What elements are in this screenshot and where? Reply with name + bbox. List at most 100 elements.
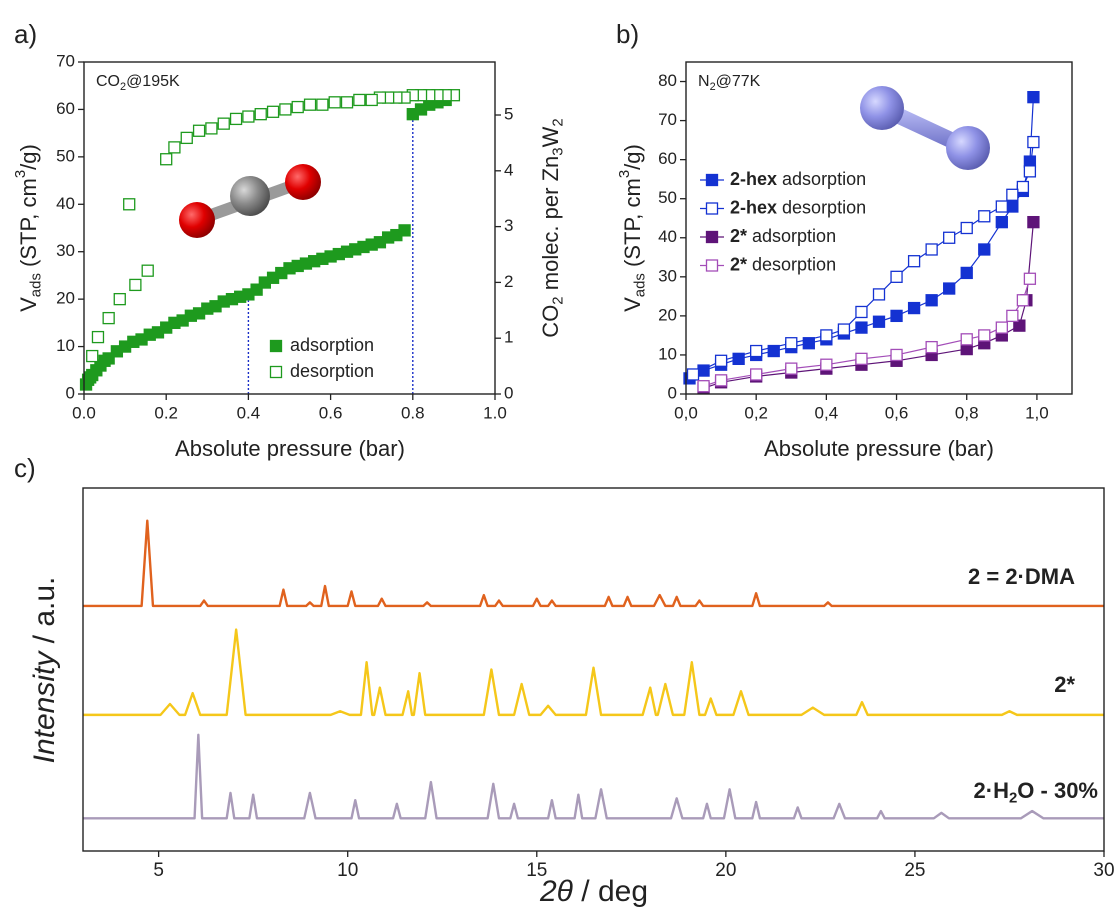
- data-point: [365, 93, 378, 107]
- nitrogen-atom: [946, 126, 990, 170]
- data-point: [907, 255, 921, 268]
- y-tick-label: 80: [658, 71, 677, 90]
- x-tick-label: 0.6: [319, 403, 343, 422]
- y-tick-label: 60: [56, 99, 75, 118]
- label-part: 2-hex: [730, 169, 777, 189]
- data-point: [686, 368, 700, 381]
- data-point: [279, 103, 292, 116]
- label-part: Intensity: [28, 650, 61, 764]
- panel-label: c): [14, 453, 36, 483]
- y-tick-label: 50: [56, 146, 75, 165]
- x-tick-label: 10: [337, 860, 358, 881]
- data-point: [1027, 135, 1040, 149]
- data-point: [785, 337, 798, 350]
- y2-tick-label: 4: [504, 160, 513, 179]
- data-point: [91, 330, 105, 344]
- y-tick-label: 10: [658, 344, 677, 363]
- data-point: [180, 131, 193, 145]
- data-point: [229, 112, 243, 126]
- label-part: 2*: [730, 226, 747, 246]
- data-point: [316, 98, 329, 111]
- label-part: @77K: [716, 73, 761, 90]
- x-tick-label: 0,4: [815, 403, 839, 422]
- y2-tick-label: 2: [504, 272, 513, 291]
- label-part: W: [538, 126, 563, 147]
- data-point: [890, 348, 903, 362]
- legend-label: 2* desorption: [730, 254, 836, 274]
- label-part: desorption: [747, 254, 836, 274]
- x-tick-label: 1.0: [483, 403, 507, 422]
- y-tick-label: 30: [658, 266, 677, 285]
- data-point: [820, 329, 833, 342]
- data-point: [785, 362, 798, 375]
- data-point: [925, 294, 938, 307]
- legend-label: 2-hex desorption: [730, 197, 866, 217]
- data-point: [102, 352, 115, 365]
- data-point: [205, 122, 218, 135]
- y-tick-label: 60: [658, 149, 677, 168]
- label-part: /g): [16, 144, 41, 170]
- data-point: [1006, 309, 1019, 323]
- y2-tick-label: 3: [504, 216, 513, 235]
- data-point: [855, 321, 868, 334]
- label-part: 3: [12, 170, 29, 178]
- legend-marker: [705, 173, 719, 187]
- panel-label: a): [14, 19, 37, 49]
- x-axis-label: Absolute pressure (bar): [764, 436, 994, 461]
- label-part: CO: [538, 305, 563, 338]
- data-point: [960, 333, 973, 346]
- series-label: 2·H2O - 30%: [974, 778, 1098, 807]
- label-part: 3: [550, 147, 567, 155]
- series-line: [83, 628, 1104, 717]
- data-point: [732, 352, 745, 365]
- x-tick-label: 0.8: [401, 403, 425, 422]
- data-point: [855, 352, 868, 365]
- legend-marker: [269, 339, 283, 353]
- series-label: 2*: [1054, 672, 1075, 697]
- data-point: [925, 340, 938, 354]
- y-tick-label: 70: [56, 51, 75, 70]
- label-part: ads: [632, 273, 649, 297]
- legend-label: 2* adsorption: [730, 226, 836, 246]
- legend-marker: [705, 230, 719, 244]
- data-point: [102, 311, 115, 325]
- x-tick-label: 0,2: [744, 403, 768, 422]
- data-point: [750, 344, 763, 358]
- nitrogen-atom: [860, 86, 904, 130]
- label-part: adsorption: [747, 226, 836, 246]
- label-part: desorption: [777, 197, 866, 217]
- data-point: [978, 210, 991, 223]
- n2-molecule: [860, 86, 990, 170]
- data-point: [328, 96, 341, 109]
- data-point: [890, 309, 903, 323]
- y2-tick-label: 5: [504, 104, 513, 123]
- data-point: [767, 344, 780, 358]
- data-point: [995, 215, 1008, 229]
- data-point: [1023, 272, 1037, 285]
- label-part: @195K: [126, 73, 180, 90]
- x-tick-label: 0.4: [237, 403, 261, 422]
- label-part: 3: [616, 170, 633, 178]
- x-tick-label: 0,0: [674, 403, 698, 422]
- annotation: CO2@195K: [96, 73, 180, 92]
- data-point: [890, 270, 903, 283]
- data-point: [907, 301, 921, 315]
- data-point: [242, 110, 255, 123]
- data-point: [123, 198, 136, 211]
- data-point: [398, 224, 411, 237]
- x-axis-label: 2θ / deg: [539, 875, 648, 908]
- label-part: N: [698, 73, 710, 90]
- data-point: [160, 153, 173, 166]
- x-tick-label: 0,6: [885, 403, 909, 422]
- x-tick-label: 0.0: [72, 403, 96, 422]
- oxygen-atom: [285, 164, 321, 200]
- data-point: [837, 323, 851, 336]
- data-point: [129, 278, 142, 292]
- data-point: [1027, 215, 1040, 229]
- data-point: [697, 380, 710, 393]
- label-part: /g): [620, 144, 645, 170]
- plot-frame: [685, 61, 1073, 395]
- data-point: [714, 354, 728, 367]
